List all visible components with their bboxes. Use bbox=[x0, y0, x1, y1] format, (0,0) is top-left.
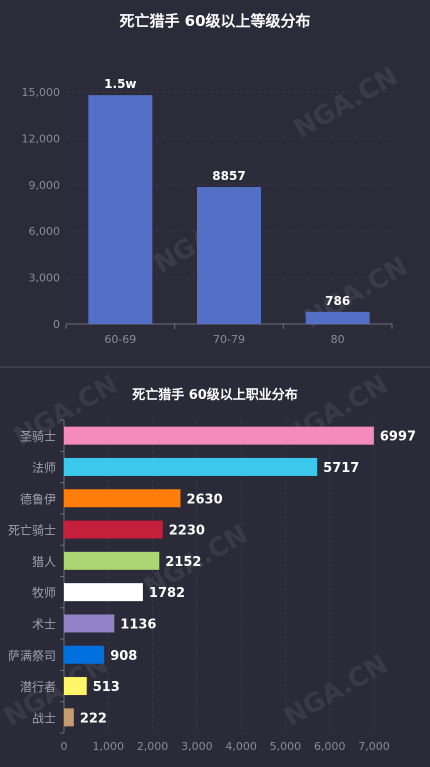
class-distribution-chart: 死亡猎手 60级以上职业分布 NGA.CN NGA.CN NGA.CN NGA.CN N… bbox=[0, 368, 430, 767]
y-tick-label: 战士 bbox=[32, 711, 56, 725]
x-tick-label: 60-69 bbox=[104, 333, 136, 346]
watermark-text: NGA.CN bbox=[279, 649, 393, 732]
y-grid: 0 3,000 6,000 9,000 12,000 15,000 bbox=[22, 86, 392, 331]
x-tick-label: 5,000 bbox=[270, 740, 302, 753]
bar bbox=[64, 645, 105, 664]
x-tick-label: 6,000 bbox=[314, 740, 346, 753]
x-tick-labels: 0 1,000 2,000 3,000 4,000 5,000 6,000 7,000 bbox=[61, 740, 390, 753]
y-tick-label: 德鲁伊 bbox=[20, 491, 56, 506]
y-tick-label: 3,000 bbox=[29, 272, 61, 285]
x-tick-label: 1,000 bbox=[93, 740, 125, 753]
chart-title: 死亡猎手 60级以上职业分布 bbox=[132, 387, 298, 403]
data-label: 908 bbox=[110, 649, 137, 664]
watermark-text: NGA.CN bbox=[289, 61, 403, 144]
data-label: 1136 bbox=[120, 617, 156, 632]
y-tick-label: 法师 bbox=[32, 461, 56, 475]
bar bbox=[64, 426, 374, 445]
bar bbox=[88, 95, 153, 325]
data-label: 1782 bbox=[149, 586, 185, 601]
y-tick-label: 潜行者 bbox=[20, 680, 56, 694]
data-label: 2152 bbox=[165, 555, 201, 570]
chart-title: 死亡猎手 60级以上等级分布 bbox=[119, 12, 310, 30]
data-label: 2630 bbox=[186, 492, 222, 507]
bar bbox=[64, 520, 163, 539]
bar bbox=[64, 457, 318, 476]
x-tick-label: 70-79 bbox=[213, 333, 245, 346]
x-tick-label: 3,000 bbox=[181, 740, 213, 753]
bar bbox=[64, 677, 87, 696]
data-label: 8857 bbox=[212, 169, 245, 183]
x-tick-label: 80 bbox=[331, 333, 345, 346]
bar bbox=[197, 187, 261, 324]
chart-divider bbox=[0, 366, 430, 368]
data-labels: 6997 5717 2630 2230 2152 1782 1136 908 513 222 bbox=[80, 430, 416, 727]
data-labels: 1.5w 8857 786 bbox=[104, 77, 350, 308]
data-label: 2230 bbox=[169, 524, 205, 539]
y-tick-label: 猎人 bbox=[32, 555, 56, 569]
x-tick-label: 4,000 bbox=[225, 740, 257, 753]
y-tick-label: 死亡骑士 bbox=[8, 524, 56, 538]
y-tick-label: 圣骑士 bbox=[20, 430, 56, 444]
y-tick-label: 萨满祭司 bbox=[8, 649, 56, 663]
bars bbox=[88, 95, 370, 325]
y-tick-label: 术士 bbox=[32, 617, 56, 631]
bar bbox=[64, 708, 74, 727]
y-tick-label: 牧师 bbox=[32, 586, 56, 600]
bars bbox=[64, 426, 374, 727]
data-label: 6997 bbox=[380, 430, 416, 445]
data-label: 222 bbox=[80, 711, 107, 726]
bar bbox=[64, 583, 143, 602]
bar bbox=[64, 489, 181, 508]
data-label: 513 bbox=[93, 680, 120, 695]
data-label: 786 bbox=[325, 294, 350, 308]
data-label: 1.5w bbox=[104, 77, 136, 91]
x-tick-label: 0 bbox=[61, 740, 68, 753]
x-tick-label: 7,000 bbox=[358, 740, 390, 753]
y-tick-label: 15,000 bbox=[22, 86, 61, 99]
bar bbox=[64, 614, 115, 633]
bar bbox=[305, 311, 370, 324]
bar bbox=[64, 551, 160, 570]
x-tick-label: 2,000 bbox=[137, 740, 169, 753]
y-tick-label: 9,000 bbox=[29, 179, 61, 192]
x-tick-labels: 60-69 70-79 80 bbox=[65, 324, 393, 346]
y-tick-label: 12,000 bbox=[22, 132, 61, 145]
data-label: 5717 bbox=[323, 461, 359, 476]
y-tick-label: 6,000 bbox=[29, 225, 61, 238]
y-tick-label: 0 bbox=[53, 318, 60, 331]
